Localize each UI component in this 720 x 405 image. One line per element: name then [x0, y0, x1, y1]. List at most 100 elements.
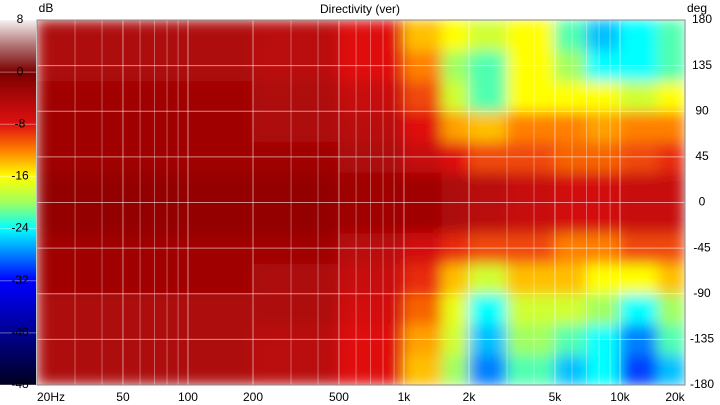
heatmap-cell	[338, 80, 405, 112]
heatmap-cell	[252, 202, 340, 234]
heatmap-cell	[657, 293, 685, 325]
colorbar	[0, 20, 36, 385]
heatmap-cell	[403, 262, 443, 295]
heatmap-cell	[187, 80, 254, 112]
heatmap-cell	[506, 354, 556, 385]
plot-area	[37, 20, 685, 385]
heatmap-cell	[506, 262, 556, 295]
heatmap-cell	[468, 80, 508, 112]
heatmap-cell	[122, 20, 189, 51]
heatmap-cell	[441, 262, 470, 295]
heatmap-cell	[619, 354, 659, 385]
heatmap-cell	[586, 80, 621, 112]
heatmap-cell	[468, 262, 508, 295]
heatmap-cell	[403, 354, 443, 385]
heatmap-cell	[657, 262, 685, 295]
heatmap-cell	[657, 171, 685, 203]
colorbar-tick-label: -48	[11, 377, 29, 391]
heatmap-cell	[338, 293, 405, 325]
heatmap-cell	[619, 171, 659, 203]
x-tick-label: 1k	[398, 390, 412, 404]
heatmap-cell	[441, 293, 470, 325]
heatmap-cell	[122, 202, 189, 234]
heatmap-cell	[441, 110, 470, 143]
heatmap-cell	[619, 80, 659, 112]
heatmap-cell	[187, 202, 254, 234]
heatmap-cell	[468, 354, 508, 385]
heatmap-cell	[441, 171, 470, 203]
colorbar-tick-label: -24	[11, 221, 29, 235]
heatmap-cell	[37, 202, 124, 234]
heatmap-cell	[403, 293, 443, 325]
heatmap-cell	[554, 20, 588, 51]
colorbar-label: dB	[39, 1, 54, 15]
plot-border	[36, 19, 686, 386]
heatmap-cell	[403, 110, 443, 143]
heatmap-cell	[252, 293, 340, 325]
heatmap-cell	[619, 110, 659, 143]
heatmap-cell	[554, 80, 588, 112]
heatmap-cell	[619, 262, 659, 295]
heatmap-cell	[506, 171, 556, 203]
heatmap-cell	[441, 354, 470, 385]
heatmap-cell	[506, 110, 556, 143]
heatmap-cell	[554, 110, 588, 143]
heatmap-cell	[657, 80, 685, 112]
heatmap-cell	[586, 202, 621, 234]
y-tick-label: 180	[692, 12, 712, 26]
y-axis-label: deg	[687, 1, 707, 15]
heatmap-cell	[338, 110, 405, 143]
heatmap-cell	[586, 262, 621, 295]
x-tick-label: 200	[243, 390, 263, 404]
y-tick-label: 135	[692, 58, 712, 72]
heatmap-cell	[122, 262, 189, 295]
heatmap-cell	[441, 20, 470, 51]
heatmap-cell	[468, 202, 508, 234]
heatmap-cell	[338, 354, 405, 385]
x-tick-label: 500	[329, 390, 349, 404]
x-tick-label: 20k	[665, 390, 685, 404]
y-tick-label: -135	[690, 332, 714, 346]
heatmap-cell	[586, 354, 621, 385]
heatmap-cell	[468, 293, 508, 325]
heatmap-cell	[554, 293, 588, 325]
colorbar-tick-label: 8	[17, 12, 24, 26]
x-tick-label: 2k	[463, 390, 477, 404]
x-tick-label: 5k	[549, 390, 563, 404]
heatmap-cell	[37, 20, 124, 51]
heatmap-cell	[122, 110, 189, 143]
heatmap-cell	[586, 20, 621, 51]
heatmap-cell	[586, 293, 621, 325]
heatmap-cell	[37, 262, 124, 295]
heatmap-cell	[619, 202, 659, 234]
heatmap-cell	[657, 354, 685, 385]
heatmap-cell	[403, 202, 443, 234]
x-tick-label: 10k	[610, 390, 630, 404]
heatmap-cell	[554, 262, 588, 295]
heatmap-cell	[187, 20, 254, 51]
colorbar-tick-label: -32	[11, 273, 29, 287]
heatmap-cell	[338, 171, 405, 203]
heatmap-cell	[554, 202, 588, 234]
heatmap-cell	[586, 110, 621, 143]
heatmap-cell	[441, 80, 470, 112]
x-tick-label: 100	[178, 390, 198, 404]
heatmap-cell	[252, 80, 340, 112]
heatmap-cell	[468, 171, 508, 203]
heatmap-cell	[122, 80, 189, 112]
heatmap-cell	[187, 293, 254, 325]
colorbar-tick-label: -40	[11, 325, 29, 339]
heatmap-cell	[338, 202, 405, 234]
heatmap-cell	[187, 354, 254, 385]
heatmap-cell	[338, 20, 405, 51]
heatmap-cell	[506, 80, 556, 112]
colorbar-tick-label: -16	[11, 169, 29, 183]
heatmap-cell	[506, 202, 556, 234]
heatmap-cell	[187, 262, 254, 295]
heatmap-cell	[252, 171, 340, 203]
heatmap	[37, 20, 685, 385]
heatmap-cell	[252, 20, 340, 51]
heatmap-cell	[187, 110, 254, 143]
heatmap-cell	[586, 171, 621, 203]
